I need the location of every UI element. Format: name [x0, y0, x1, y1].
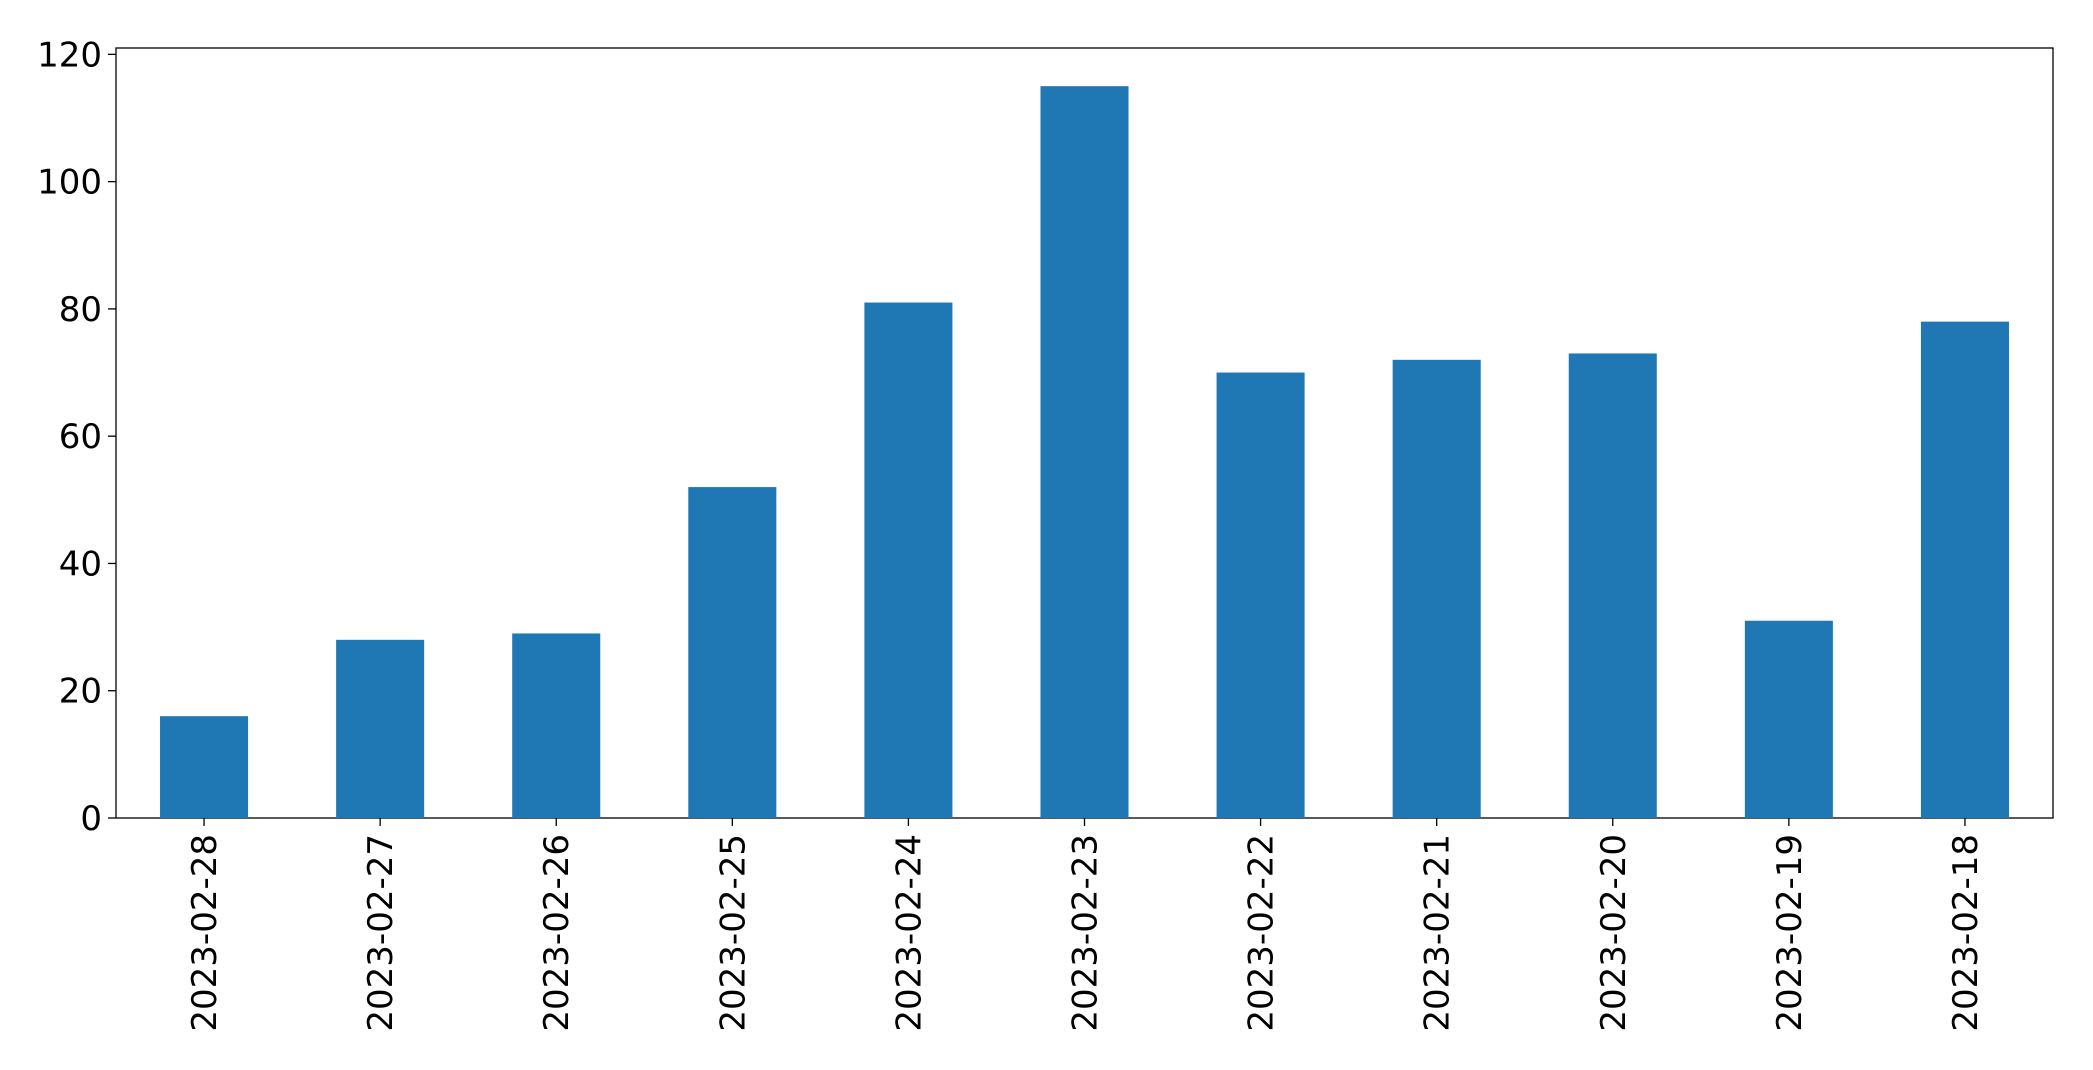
bar — [1920, 321, 2009, 818]
y-tick-label: 0 — [80, 799, 102, 839]
x-tick-label: 2023-02-19 — [1770, 834, 1810, 1032]
bar — [688, 487, 777, 818]
x-tick-label: 2023-02-24 — [889, 834, 929, 1032]
x-tick-label: 2023-02-18 — [1946, 834, 1986, 1032]
bar — [160, 716, 249, 818]
x-tick-label: 2023-02-22 — [1242, 834, 1282, 1032]
x-tick-label: 2023-02-26 — [537, 834, 577, 1032]
x-tick-label: 2023-02-28 — [185, 834, 225, 1032]
y-tick-label: 20 — [59, 672, 102, 712]
x-tick-label: 2023-02-27 — [361, 834, 401, 1032]
bar — [864, 302, 953, 819]
y-tick-label: 40 — [59, 544, 102, 584]
bar — [1744, 620, 1833, 818]
bar — [1568, 353, 1657, 818]
x-tick-label: 2023-02-23 — [1066, 834, 1106, 1032]
x-tick-label: 2023-02-25 — [713, 834, 753, 1032]
y-tick-label: 120 — [37, 35, 102, 75]
bar — [512, 633, 601, 818]
x-tick-label: 2023-02-21 — [1418, 834, 1458, 1032]
x-tick-label: 2023-02-20 — [1594, 834, 1634, 1032]
y-tick-label: 80 — [59, 290, 102, 330]
bar — [1392, 359, 1481, 818]
y-tick-label: 60 — [59, 417, 102, 457]
bar — [1216, 372, 1305, 818]
bar — [1040, 86, 1129, 818]
y-tick-label: 100 — [37, 163, 102, 203]
bar — [336, 639, 425, 818]
